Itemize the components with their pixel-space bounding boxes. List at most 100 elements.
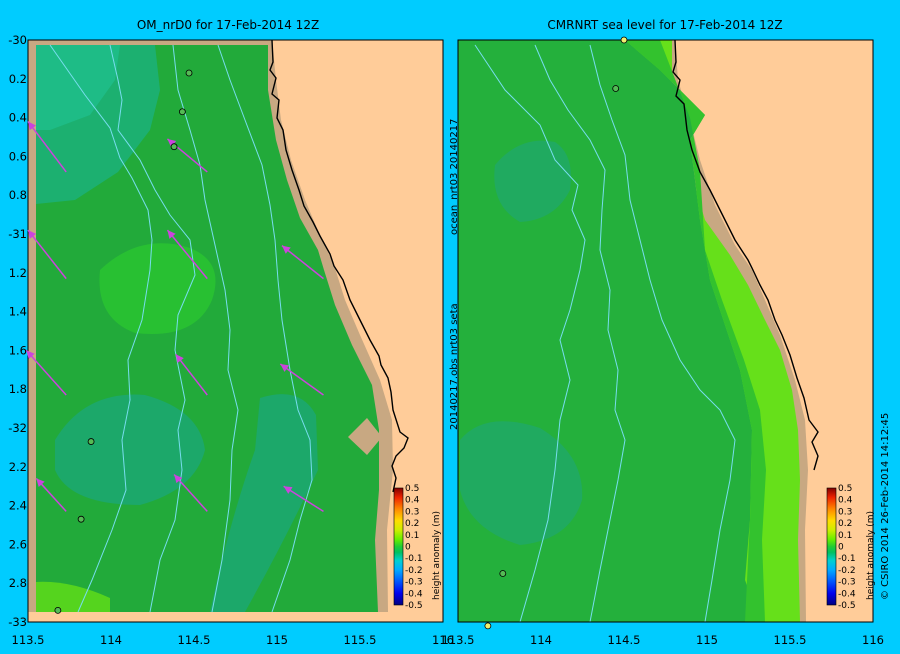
colorbar-tick-label: 0.2 [405,519,419,529]
x-tick-label: 113.5 [12,633,45,647]
velocity-arrow [35,477,67,512]
colorbar-tick-label: 0.2 [838,519,852,529]
left-y-axis: -30 0.2 0.4 0.6 0.8 -31 1.2 1.4 1.6 1.8 -32 2.2 2.4 2… [8,33,27,629]
colorbar-tick-label: -0.2 [838,566,856,576]
obs-file-label: 20140217.obs nrt03 seta [449,303,460,430]
station-marker [54,606,62,614]
right-colorbar-ticks: 0.5 0.40.3 0.2 0.1 0-0.1 -0.2 -0.3-0.4 -0.5 [838,484,856,611]
x-tick-label: 115.5 [344,633,377,647]
y-tick-label: 2.6 [9,537,27,551]
velocity-arrow [27,121,67,173]
x-tick-label: 116 [862,633,884,647]
left-anomaly-nw-core [36,45,120,130]
velocity-arrow [25,349,67,396]
station-marker [499,570,507,577]
station-marker [170,143,178,151]
colorbar-tick-label: 0 [838,543,844,553]
y-tick-label: 0.6 [9,149,27,163]
y-tick-label: 1.8 [9,382,27,396]
right-colorbar-label: height anomaly (m) [866,511,876,600]
right-x-axis: 113.5 114 114.5 115 115.5 116 [442,633,884,647]
x-tick-label: 116 [432,633,454,647]
station-marker [87,438,95,445]
x-tick-label: 114 [530,633,552,647]
colorbar-tick-label: -0.5 [405,601,423,611]
velocity-arrows [25,121,324,513]
left-anomaly-se [210,394,318,612]
right-anomaly-s [460,421,583,545]
colorbar-tick-label: -0.4 [405,589,423,599]
station-marker [178,108,186,116]
velocity-arrow [173,474,208,512]
x-tick-label: 115 [696,633,718,647]
colorbar-tick-label: 0.3 [838,507,852,517]
station-marker [484,622,492,630]
station-marker [620,36,628,44]
colorbar-tick-label: -0.1 [405,554,423,564]
y-tick-label: 0.8 [9,188,27,202]
station-marker [185,69,193,77]
y-tick-label: 1.4 [9,305,27,319]
copyright-text: © CSIRO 2014 26-Feb-2014 14:12:45 [880,413,891,600]
y-tick-label: -30 [8,33,27,47]
x-tick-label: 114 [100,633,122,647]
velocity-arrow [281,245,324,280]
x-tick-label: 115.5 [774,633,807,647]
left-map-title: OM_nrD0 for 17-Feb-2014 12Z [137,18,319,32]
left-stations [54,69,193,614]
left-colorbar [393,487,404,606]
right-map-panel: CMRNRT sea level for 17-Feb-2014 12Z 113… [442,18,884,647]
island [348,418,382,455]
y-tick-label: -33 [8,615,27,629]
right-anomaly-n [494,140,571,222]
y-tick-label: 0.4 [9,111,27,125]
right-gradient-band [625,40,766,622]
colorbar-tick-label: 0.4 [405,496,420,506]
left-colorbar-ticks: 0.5 0.40.3 0.2 0.1 0-0.1 -0.2 -0.3-0.4 -0.5 [405,484,423,611]
right-contours [474,44,736,622]
left-colorbar-label: height anomaly (m) [432,511,442,600]
colorbar-tick-label: 0.3 [405,507,419,517]
y-tick-label: 1.6 [9,343,27,357]
velocity-arrow [279,363,324,396]
y-tick-label: 0.2 [9,72,27,86]
right-colorbar [826,487,837,606]
y-tick-label: 2.4 [9,499,27,513]
colorbar-tick-label: 0.4 [838,496,853,506]
y-tick-label: 2.2 [9,460,27,474]
right-stations [484,36,628,630]
colorbar-tick-label: -0.1 [838,554,856,564]
x-tick-label: 114.5 [178,633,211,647]
x-tick-label: 113.5 [442,633,475,647]
colorbar-tick-label: -0.4 [838,589,856,599]
velocity-arrow [175,353,208,396]
velocity-arrow [27,229,67,280]
colorbar-tick-label: 0.5 [405,484,419,494]
colorbar-tick-label: -0.2 [405,566,423,576]
velocity-arrow [166,229,208,280]
colorbar-tick-label: 0 [405,543,411,553]
y-tick-label: 2.8 [9,576,27,590]
left-anomaly-sw [55,394,205,505]
colorbar-tick-label: -0.5 [838,601,856,611]
x-tick-label: 114.5 [608,633,641,647]
colorbar-tick-label: -0.3 [838,578,856,588]
y-tick-label: 1.2 [9,266,27,280]
station-marker [77,515,85,523]
colorbar-tick-label: 0.5 [838,484,852,494]
station-marker [612,85,620,92]
coastline [269,40,409,493]
left-x-axis: 113.5 114 114.5 115 115.5 116 [12,633,454,647]
left-map-frame [27,39,444,623]
x-tick-label: 115 [266,633,288,647]
model-run-label: ocean_nrt03 20140217 [449,119,460,235]
left-map-panel: OM_nrD0 for 17-Feb-2014 12Z [8,18,454,647]
colorbar-tick-label: 0.1 [838,531,852,541]
coastline-right [672,40,819,471]
y-tick-label: -31 [8,227,27,241]
left-anomaly-s [36,581,110,612]
colorbar-tick-label: 0.1 [405,531,419,541]
y-tick-label: -32 [8,421,27,435]
right-map-frame [457,39,874,623]
colorbar-tick-label: -0.3 [405,578,423,588]
